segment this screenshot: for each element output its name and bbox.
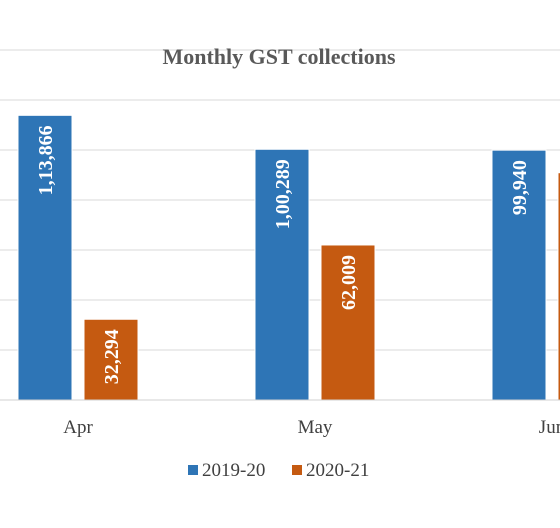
data-label: 99,940 xyxy=(509,160,531,215)
legend-swatch xyxy=(188,465,198,475)
bar-2020-21-Apr xyxy=(83,318,139,401)
chart-title: Monthly GST collections xyxy=(162,44,395,69)
legend-label: 2019-20 xyxy=(202,460,265,481)
legend-swatch xyxy=(292,465,302,475)
data-labels: 1,13,866 1,00,289 99,940 32,294 62,009 xyxy=(35,125,531,384)
x-tick-label: Jun xyxy=(539,417,560,438)
data-label: 62,009 xyxy=(338,255,360,310)
bar-2020-21-Jun xyxy=(557,172,560,401)
bar-2019-20-May xyxy=(254,148,310,401)
data-label: 1,13,866 xyxy=(35,125,57,195)
x-tick-label: May xyxy=(298,417,333,438)
legend: 2019-20 2020-21 xyxy=(188,460,369,481)
x-tick-labels: Apr May Jun xyxy=(63,417,560,438)
data-label: 1,00,289 xyxy=(272,159,294,229)
bars xyxy=(17,114,560,401)
bar-2019-20-Jun xyxy=(491,149,547,401)
data-label: 32,294 xyxy=(101,329,123,384)
legend-label: 2020-21 xyxy=(306,460,369,481)
bar-2020-21-May xyxy=(320,244,376,401)
x-tick-label: Apr xyxy=(63,417,93,438)
